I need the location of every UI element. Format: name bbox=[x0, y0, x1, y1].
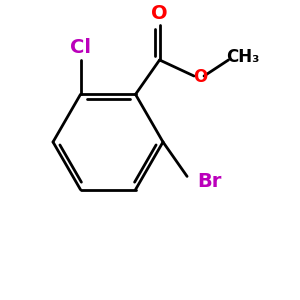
Text: Cl: Cl bbox=[70, 38, 91, 57]
Text: Br: Br bbox=[197, 172, 221, 191]
Text: O: O bbox=[151, 4, 168, 23]
Text: CH₃: CH₃ bbox=[226, 48, 259, 66]
Text: O: O bbox=[193, 68, 207, 86]
